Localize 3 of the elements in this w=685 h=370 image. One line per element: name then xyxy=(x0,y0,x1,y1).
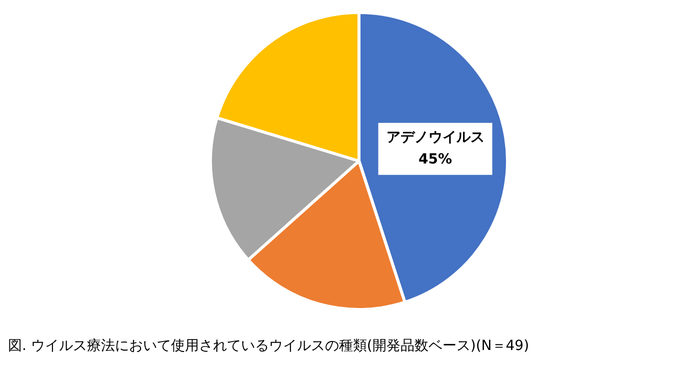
data-label: 45% xyxy=(418,152,452,168)
slice-label: アデノウイルス xyxy=(386,130,484,146)
text: 図. ウイルス療法において使用されているウイルスの種類(開発品数ベース)(N＝49) xyxy=(8,338,530,354)
